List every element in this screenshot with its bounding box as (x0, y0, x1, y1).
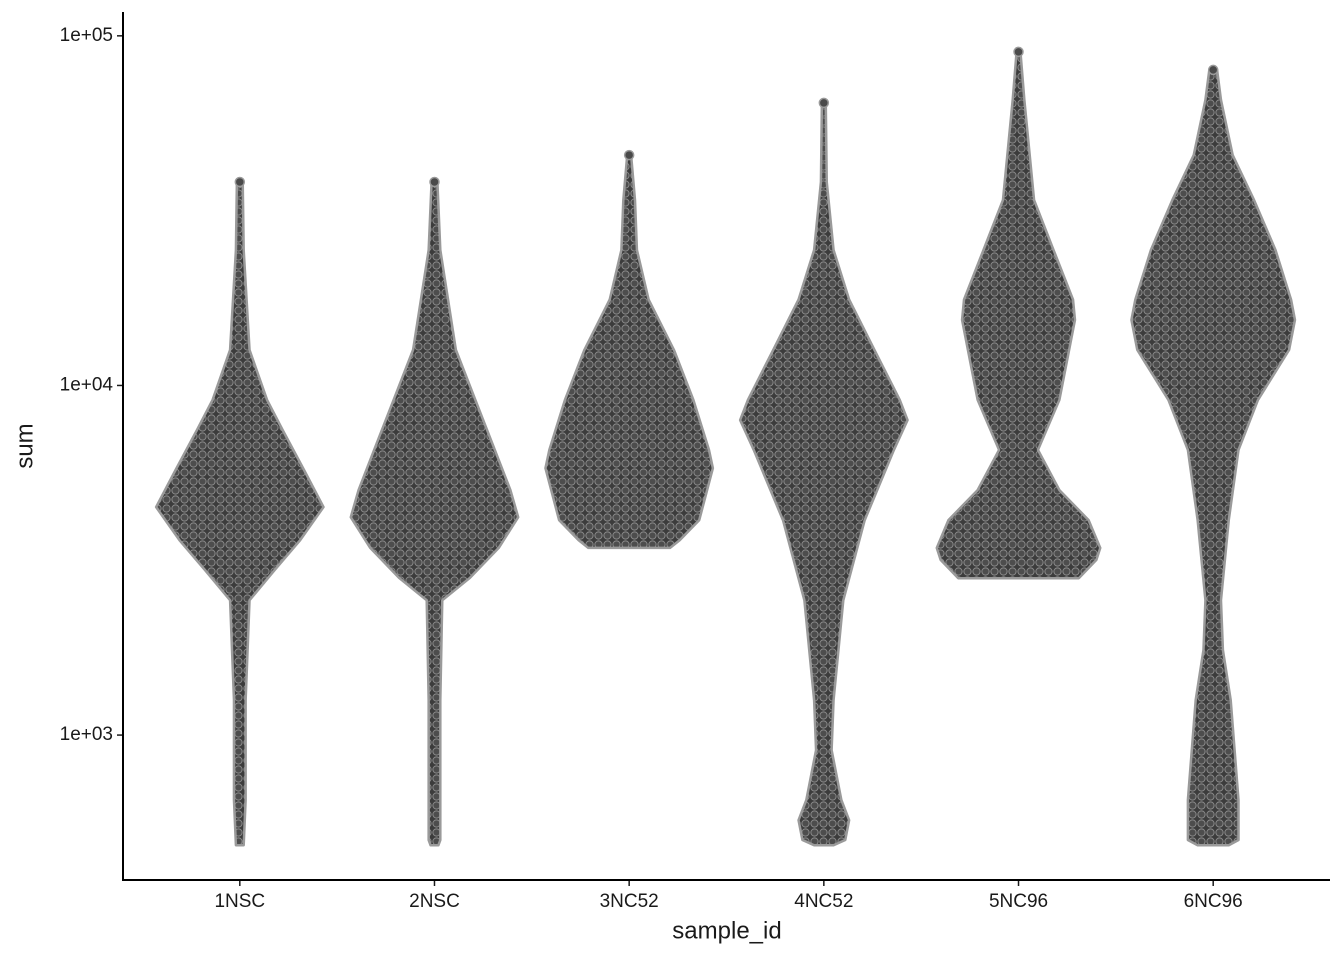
outlier-point (429, 176, 440, 188)
x-tick-label: 6NC96 (1184, 891, 1243, 912)
violin (738, 101, 909, 847)
violin (1130, 68, 1297, 847)
x-tick-label: 4NC52 (794, 891, 853, 912)
violin (349, 180, 520, 847)
x-tick-label: 1NSC (214, 891, 265, 912)
x-axis-title: sample_id (672, 917, 781, 944)
y-tick-label: 1e+03 (60, 724, 113, 745)
outlier-point (818, 97, 830, 109)
outlier-point (234, 176, 246, 188)
violin (154, 180, 325, 847)
y-tick-label: 1e+04 (60, 374, 114, 395)
outlier-point (1207, 64, 1219, 76)
y-axis-title: sum (11, 423, 38, 468)
outlier-point (1013, 46, 1024, 58)
x-tick-label: 5NC96 (989, 891, 1048, 912)
x-tick-label: 3NC52 (600, 891, 659, 912)
x-tick-label: 2NSC (409, 891, 460, 912)
outlier-point (623, 149, 635, 161)
violin (935, 50, 1102, 580)
violin (544, 153, 715, 550)
y-tick-label: 1e+05 (60, 25, 113, 46)
